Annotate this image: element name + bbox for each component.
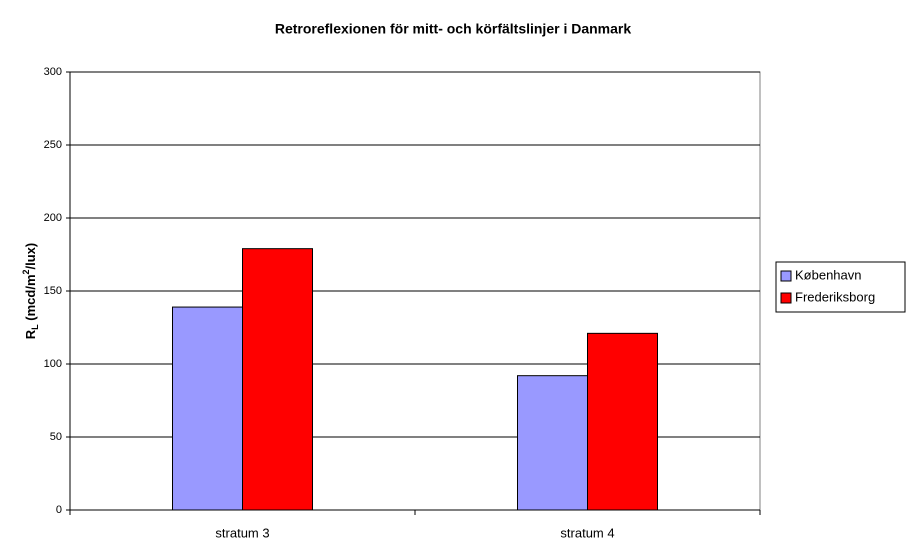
bar: [517, 375, 588, 511]
legend-label: Frederiksborg: [795, 289, 875, 304]
chart-title: Retroreflexionen för mitt- och körfältsl…: [275, 21, 632, 37]
bar: [172, 306, 243, 511]
bar: [587, 332, 658, 511]
y-tick-label: 150: [44, 285, 62, 297]
y-label-part: (mcd/m: [23, 275, 38, 325]
y-tick-label: 300: [44, 66, 62, 78]
y-tick-label: 0: [56, 504, 62, 516]
y-label-part: L: [30, 324, 40, 330]
y-tick-label: 50: [50, 431, 62, 443]
y-label-part: R: [23, 329, 38, 339]
y-tick-label: 200: [44, 212, 62, 224]
y-label-part: 2: [21, 269, 31, 274]
legend-swatch: [780, 270, 792, 282]
y-label-part: /lux): [23, 243, 38, 270]
legend-label: København: [795, 267, 862, 282]
bar: [242, 248, 313, 511]
x-tick-label: stratum 4: [560, 525, 614, 540]
x-tick-label: stratum 3: [215, 525, 269, 540]
y-tick-label: 250: [44, 139, 62, 151]
y-axis-label: RL (mcd/m2/lux): [21, 243, 40, 339]
y-tick-label: 100: [44, 358, 62, 370]
legend-swatch: [780, 292, 792, 304]
legend: [775, 261, 906, 313]
